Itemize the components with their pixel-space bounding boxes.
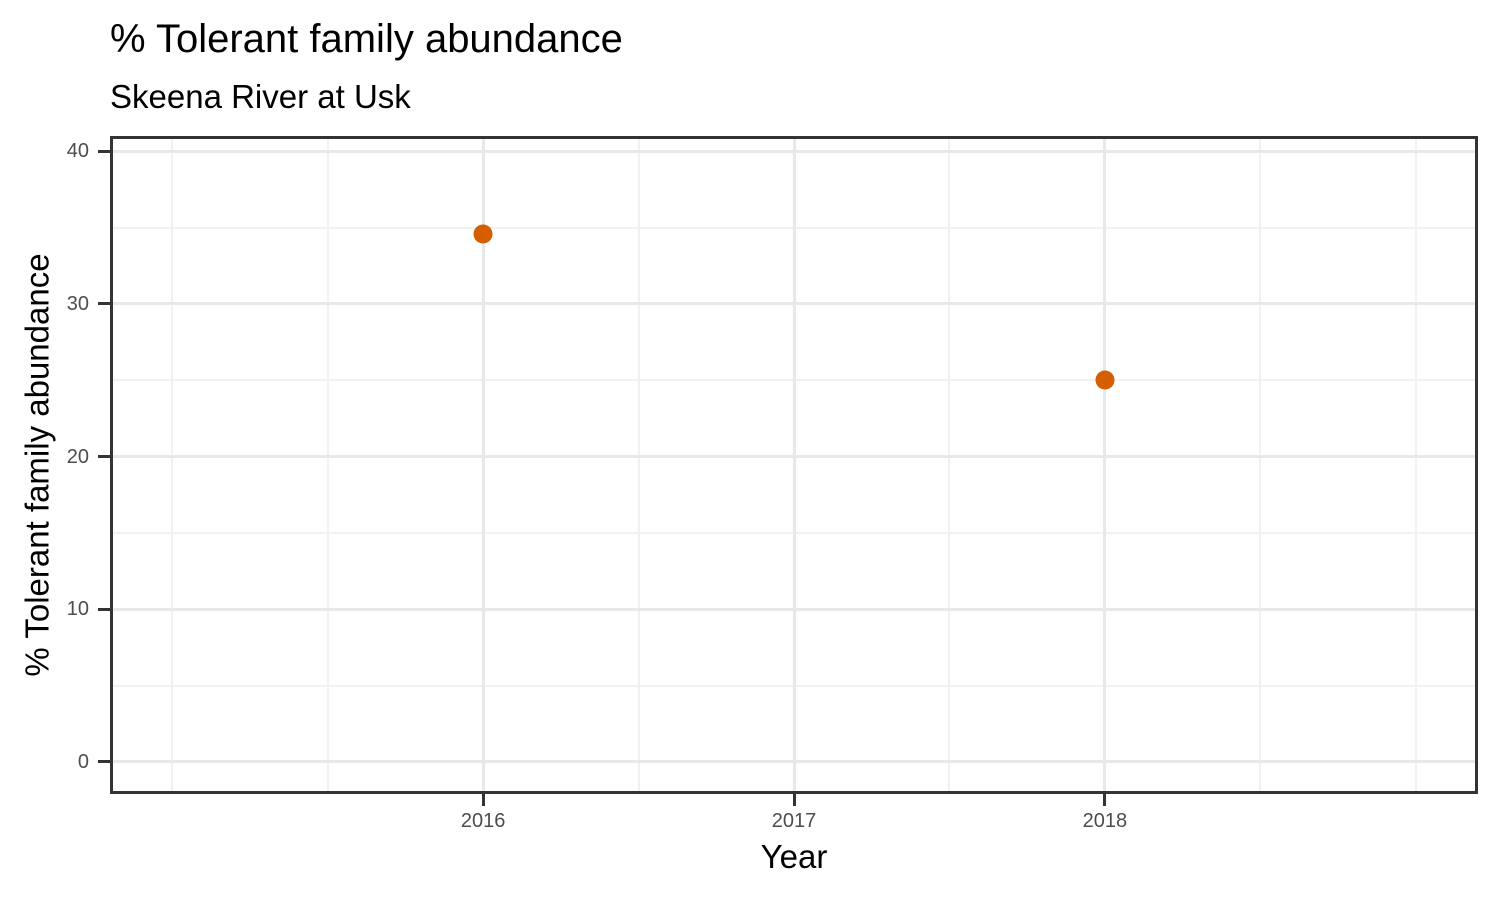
grid-line-horizontal-major (110, 760, 1478, 764)
grid-line-vertical-minor (326, 136, 329, 794)
chart-title: % Tolerant family abundance (110, 17, 623, 61)
y-axis-title: % Tolerant family abundance (18, 253, 56, 677)
grid-line-horizontal-major (110, 302, 1478, 306)
grid-line-horizontal-major (110, 607, 1478, 611)
x-tick-label: 2016 (460, 810, 506, 832)
y-axis-tick (98, 607, 110, 611)
grid-line-vertical-minor (1414, 136, 1417, 794)
chart-subtitle: Skeena River at Usk (110, 78, 411, 115)
x-tick-label: 2017 (771, 810, 817, 832)
grid-line-horizontal-major (110, 149, 1478, 153)
y-tick-label: 0 (77, 750, 89, 773)
y-tick-label: 10 (66, 598, 89, 621)
grid-line-vertical-major (481, 136, 485, 794)
grid-line-vertical-major (1103, 136, 1107, 794)
grid-line-vertical-major (792, 136, 796, 794)
x-axis-tick (481, 794, 485, 806)
x-axis-title: Year (760, 838, 828, 875)
x-tick-label: 2018 (1082, 810, 1128, 832)
data-point (1095, 370, 1115, 390)
grid-line-vertical-minor (171, 136, 174, 794)
grid-line-vertical-minor (1259, 136, 1262, 794)
y-axis-tick (98, 760, 110, 764)
x-axis-tick (1103, 794, 1107, 806)
plot-panel (110, 136, 1478, 794)
grid-line-vertical-minor (637, 136, 640, 794)
x-axis-tick (792, 794, 796, 806)
y-tick-label: 40 (66, 140, 89, 163)
grid-line-vertical-minor (948, 136, 951, 794)
grid-line-horizontal-major (110, 455, 1478, 459)
y-axis-tick (98, 455, 110, 459)
data-point (473, 224, 493, 244)
y-tick-label: 30 (66, 292, 89, 315)
y-axis-tick (98, 302, 110, 306)
y-axis-tick (98, 149, 110, 153)
y-tick-label: 20 (66, 445, 89, 468)
